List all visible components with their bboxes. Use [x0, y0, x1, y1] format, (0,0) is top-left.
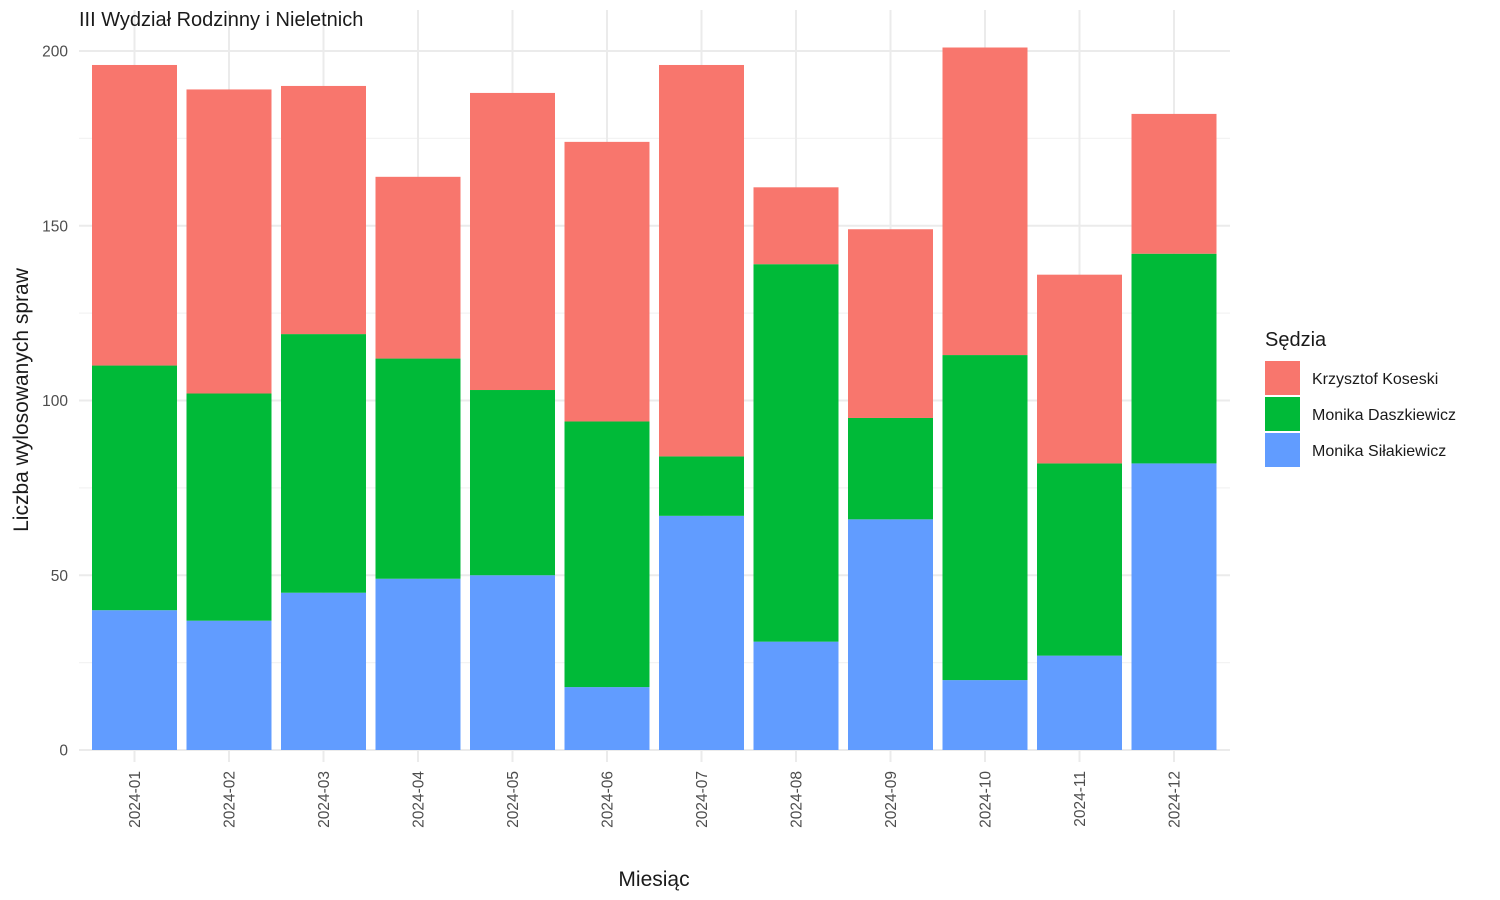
bar-monika-silakiewicz-2024-05 [470, 575, 555, 750]
x-tick-label: 2024-07 [694, 771, 711, 828]
x-tick-label: 2024-05 [505, 771, 522, 828]
x-tick-label: 2024-08 [789, 771, 806, 828]
bar-monika-daszkiewicz-2024-04 [375, 358, 461, 579]
bar-monika-silakiewicz-2024-08 [753, 641, 839, 750]
bar-krzysztof-koseski-2024-12 [1131, 113, 1217, 254]
y-tick-label: 150 [42, 218, 68, 235]
bar-monika-silakiewicz-2024-12 [1131, 463, 1217, 750]
bar-monika-daszkiewicz-2024-10 [942, 355, 1028, 681]
legend-swatch [1265, 433, 1300, 467]
bars [92, 47, 1217, 750]
y-tick-label: 200 [42, 44, 68, 61]
bar-monika-silakiewicz-2024-03 [281, 592, 366, 750]
x-tick-label: 2024-09 [883, 771, 900, 828]
legend-label: Monika Siłakiewicz [1312, 443, 1446, 460]
bar-monika-silakiewicz-2024-06 [564, 687, 650, 750]
legend-swatch [1265, 397, 1300, 431]
bar-monika-daszkiewicz-2024-03 [281, 334, 366, 593]
legend-label: Krzysztof Koseski [1312, 371, 1438, 388]
bar-monika-silakiewicz-2024-02 [186, 620, 272, 750]
bar-monika-daszkiewicz-2024-11 [1037, 463, 1122, 656]
bar-krzysztof-koseski-2024-10 [942, 47, 1028, 356]
bar-monika-daszkiewicz-2024-08 [753, 264, 839, 642]
bar-monika-daszkiewicz-2024-01 [92, 365, 177, 611]
y-tick-label: 50 [51, 568, 69, 585]
y-tick-label: 0 [59, 743, 68, 760]
bar-monika-silakiewicz-2024-10 [942, 680, 1028, 750]
bar-monika-silakiewicz-2024-07 [659, 515, 744, 750]
bar-monika-daszkiewicz-2024-05 [470, 390, 555, 576]
bar-monika-daszkiewicz-2024-02 [186, 393, 272, 621]
bar-monika-daszkiewicz-2024-12 [1131, 253, 1217, 464]
bar-krzysztof-koseski-2024-01 [92, 64, 177, 366]
bar-monika-silakiewicz-2024-09 [848, 519, 933, 750]
x-axis-ticks: 2024-01 2024-02 2024-03 2024-04 2024-05 2024-… [127, 771, 1184, 828]
y-tick-label: 100 [42, 393, 68, 410]
bar-krzysztof-koseski-2024-11 [1037, 274, 1122, 464]
bar-monika-daszkiewicz-2024-07 [659, 456, 744, 516]
legend-label: Monika Daszkiewicz [1312, 407, 1456, 424]
x-tick-label: 2024-06 [600, 771, 617, 828]
x-tick-label: 2024-11 [1072, 771, 1089, 827]
x-tick-label: 2024-01 [127, 771, 144, 828]
bar-krzysztof-koseski-2024-03 [281, 85, 366, 335]
x-tick-label: 2024-10 [978, 771, 995, 828]
bar-monika-silakiewicz-2024-11 [1037, 655, 1122, 750]
legend: Sędzia Krzysztof Koseski Monika Daszkiewi… [1265, 329, 1456, 467]
bar-monika-daszkiewicz-2024-09 [848, 417, 933, 520]
bar-krzysztof-koseski-2024-07 [659, 64, 744, 457]
bar-monika-silakiewicz-2024-01 [92, 610, 177, 750]
bar-krzysztof-koseski-2024-04 [375, 176, 461, 359]
x-tick-label: 2024-02 [222, 771, 239, 828]
x-axis-title: Miesiąc [618, 868, 689, 891]
y-axis-title: Liczba wylosowanych spraw [10, 267, 33, 532]
bar-krzysztof-koseski-2024-05 [470, 92, 555, 391]
bar-monika-daszkiewicz-2024-06 [564, 421, 650, 688]
x-tick-label: 2024-12 [1167, 771, 1184, 828]
bar-krzysztof-koseski-2024-08 [753, 187, 839, 265]
bar-krzysztof-koseski-2024-02 [186, 89, 272, 394]
bar-monika-silakiewicz-2024-04 [375, 578, 461, 750]
legend-title: Sędzia [1265, 329, 1327, 351]
chart-title: III Wydział Rodzinny i Nieletnich [79, 9, 363, 31]
bar-krzysztof-koseski-2024-06 [564, 141, 650, 422]
legend-swatch [1265, 361, 1300, 395]
y-axis-ticks: 0 50 100 150 200 [42, 44, 68, 760]
bar-krzysztof-koseski-2024-09 [848, 229, 933, 418]
x-tick-label: 2024-03 [316, 771, 333, 828]
x-tick-label: 2024-04 [411, 771, 428, 828]
